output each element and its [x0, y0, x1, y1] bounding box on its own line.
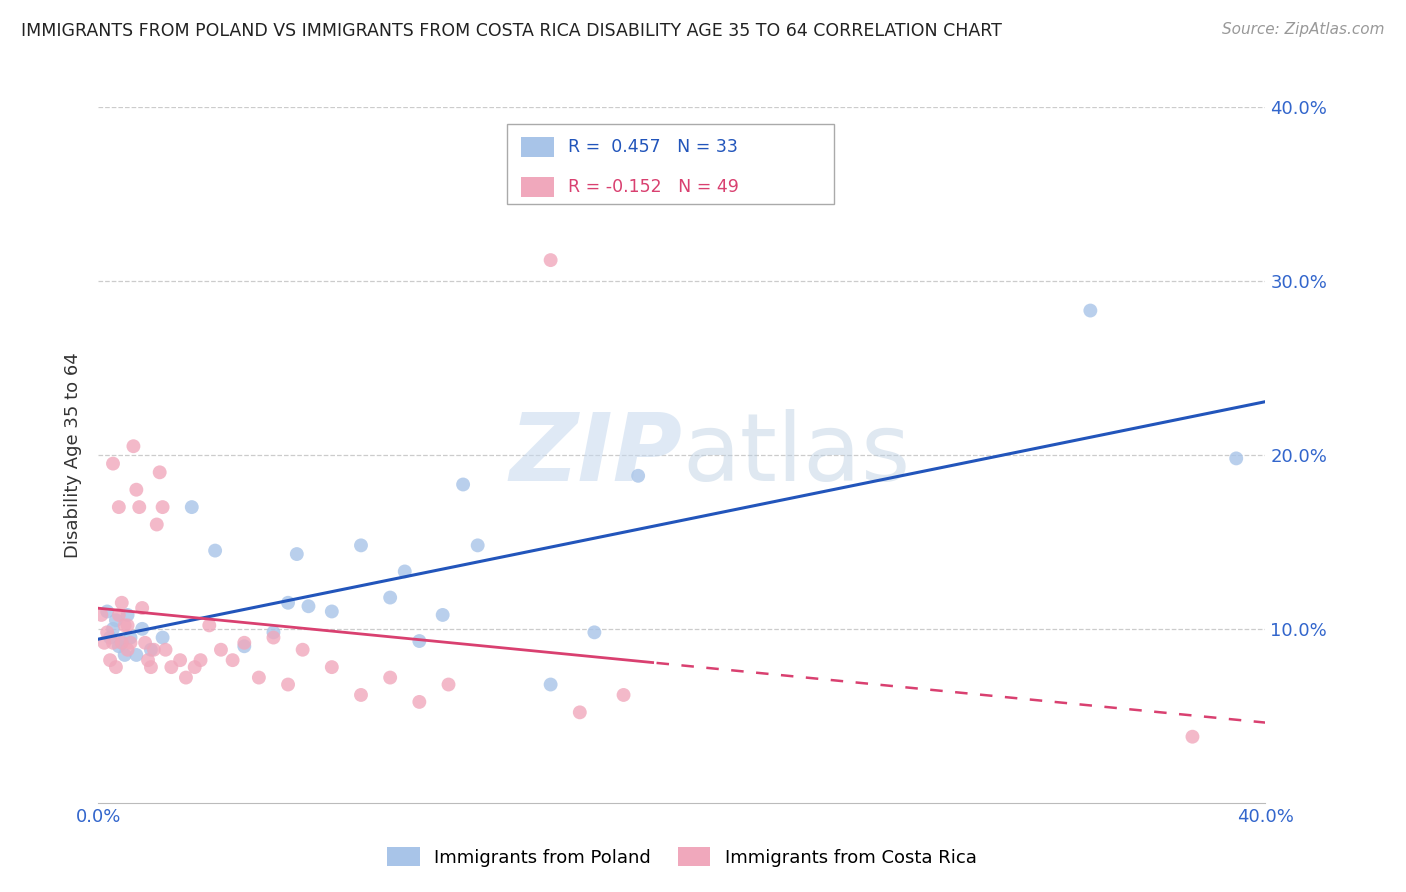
Point [131, 622, 153, 636]
Point [101, 636, 124, 650]
Point [198, 618, 221, 632]
Point [1080, 303, 1102, 318]
Point [108, 607, 131, 622]
Point [101, 622, 124, 636]
Point [139, 660, 162, 674]
Point [627, 468, 650, 483]
Point [122, 439, 145, 453]
Point [1225, 451, 1247, 466]
Point [285, 547, 308, 561]
Point [149, 466, 172, 480]
Text: Source: ZipAtlas.com: Source: ZipAtlas.com [1222, 22, 1385, 37]
Point [612, 688, 634, 702]
Point [378, 591, 402, 605]
FancyBboxPatch shape [520, 178, 554, 196]
Point [117, 607, 139, 622]
Text: atlas: atlas [682, 409, 910, 501]
Point [120, 631, 142, 645]
Point [394, 565, 416, 579]
Point [432, 607, 454, 622]
Point [152, 500, 174, 514]
Point [321, 660, 343, 674]
Point [1181, 730, 1204, 744]
Point [247, 671, 270, 685]
Point [117, 618, 139, 632]
Point [540, 677, 562, 691]
Point [93, 636, 115, 650]
Point [233, 639, 256, 653]
Point [111, 596, 134, 610]
Point [111, 636, 134, 650]
Point [277, 596, 299, 610]
Point [437, 677, 460, 691]
FancyBboxPatch shape [506, 124, 834, 204]
Point [350, 688, 373, 702]
Point [96, 625, 118, 640]
Point [117, 642, 139, 657]
Point [160, 660, 183, 674]
Point [152, 631, 174, 645]
Point [321, 605, 343, 619]
Point [104, 660, 127, 674]
Point [209, 642, 232, 657]
Point [291, 642, 314, 657]
Point [350, 538, 373, 552]
FancyBboxPatch shape [520, 137, 554, 157]
Legend: Immigrants from Poland, Immigrants from Costa Rica: Immigrants from Poland, Immigrants from … [380, 840, 984, 874]
Text: R =  0.457   N = 33: R = 0.457 N = 33 [568, 138, 737, 156]
Point [277, 677, 299, 691]
Text: R = -0.152   N = 49: R = -0.152 N = 49 [568, 178, 738, 196]
Point [136, 653, 159, 667]
Point [125, 483, 148, 497]
Point [540, 253, 562, 268]
Point [114, 648, 136, 662]
Point [583, 625, 606, 640]
Text: ZIP: ZIP [509, 409, 682, 501]
Point [128, 500, 150, 514]
Point [221, 653, 243, 667]
Point [204, 543, 226, 558]
Point [108, 639, 131, 653]
Point [180, 500, 202, 514]
Point [146, 517, 169, 532]
Point [111, 636, 134, 650]
Point [98, 631, 121, 645]
Point [101, 457, 124, 471]
Text: IMMIGRANTS FROM POLAND VS IMMIGRANTS FROM COSTA RICA DISABILITY AGE 35 TO 64 COR: IMMIGRANTS FROM POLAND VS IMMIGRANTS FRO… [21, 22, 1002, 40]
Point [98, 653, 121, 667]
Point [104, 613, 127, 627]
Point [451, 477, 474, 491]
Point [155, 642, 177, 657]
Point [131, 601, 153, 615]
Point [174, 671, 197, 685]
Point [96, 605, 118, 619]
Point [408, 695, 430, 709]
Point [233, 636, 256, 650]
Point [134, 636, 156, 650]
Point [467, 538, 489, 552]
Point [120, 636, 142, 650]
Point [90, 607, 112, 622]
Point [108, 500, 131, 514]
Point [297, 599, 319, 614]
Point [568, 706, 591, 720]
Point [262, 625, 284, 640]
Y-axis label: Disability Age 35 to 64: Disability Age 35 to 64 [65, 352, 83, 558]
Point [408, 634, 430, 648]
Point [139, 642, 162, 657]
Point [169, 653, 191, 667]
Point [190, 653, 212, 667]
Point [142, 642, 165, 657]
Point [114, 618, 136, 632]
Point [183, 660, 205, 674]
Point [378, 671, 402, 685]
Point [262, 631, 284, 645]
Point [125, 648, 148, 662]
